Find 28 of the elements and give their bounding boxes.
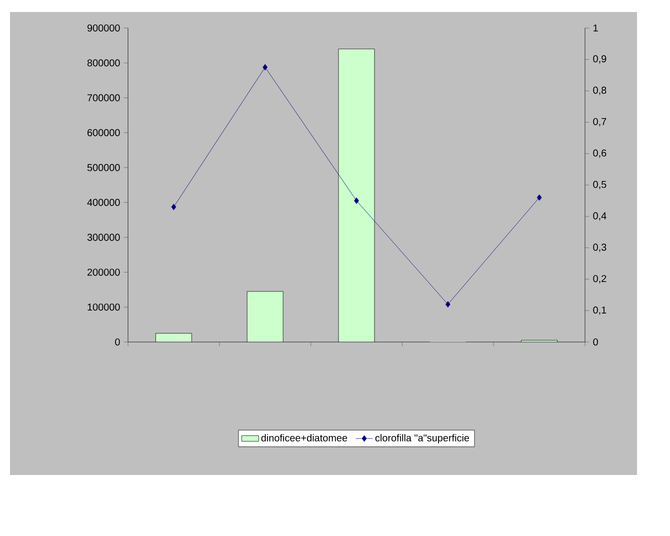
y-tick-label: 100000 — [88, 304, 120, 311]
y2-tick-label: 1 — [594, 24, 598, 32]
y-tick-label: 0 — [115, 338, 120, 346]
y-tick-label: 200000 — [87, 268, 120, 276]
y2-tick-label: 0,3 — [593, 244, 606, 252]
y-tick-label: 500000 — [87, 164, 120, 172]
y2-tick-label: 0,1 — [593, 306, 606, 315]
point — [354, 198, 359, 204]
y-tick-label: 400000 — [87, 198, 120, 206]
point — [262, 64, 268, 70]
point — [536, 194, 542, 201]
y2-tick-label: 0,4 — [593, 212, 606, 221]
y2-tick-label: 0,8 — [593, 86, 606, 95]
legend-label: dinoficee+diatomee — [261, 434, 348, 442]
y-tick-label: 600000 — [87, 129, 120, 136]
y2-tick-label: 0 — [593, 338, 598, 346]
y2-tick-label: 0,7 — [593, 118, 606, 126]
y2-tick-label: 0,6 — [593, 149, 606, 158]
y2-tick-label: 0,9 — [593, 55, 606, 64]
legend-label: clorofilla "a"superficie — [375, 434, 470, 444]
point — [171, 204, 176, 210]
y2-tick-label: 0,2 — [593, 275, 606, 284]
y-tick-label: 800000 — [87, 59, 120, 66]
y-tick-label: 300000 — [87, 234, 120, 241]
y2-tick-label: 0,5 — [593, 180, 606, 190]
y-tick-label: 900000 — [87, 24, 120, 32]
point — [445, 301, 450, 308]
y-tick-label: 700000 — [88, 94, 120, 102]
